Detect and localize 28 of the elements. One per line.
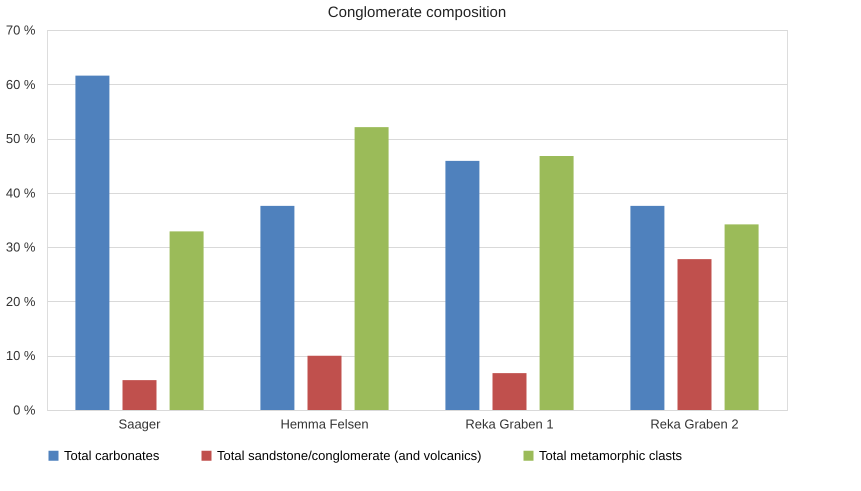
y-tick-label: 70 % [6, 22, 36, 38]
bar [445, 160, 480, 410]
x-tick-label: Reka Graben 1 [465, 416, 554, 432]
bar [122, 380, 156, 410]
y-tick-label: 10 % [6, 348, 36, 364]
y-tick-label: 50 % [6, 131, 36, 146]
bar [308, 356, 342, 410]
bar [492, 373, 526, 410]
x-tick-label: Reka Graben 2 [650, 416, 739, 432]
bar [260, 206, 294, 410]
bar [678, 259, 712, 410]
y-tick-label: 20 % [6, 294, 36, 309]
bar [540, 156, 574, 410]
legend-label: Total sandstone/conglomerate (and volcanics) [217, 448, 482, 463]
chart-title: Conglomerate composition [328, 4, 506, 21]
legend-label: Total metamorphic clasts [539, 448, 683, 463]
bar [630, 206, 664, 410]
x-tick-label: Hemma Felsen [280, 416, 369, 432]
bar [354, 127, 389, 410]
legend-label: Total carbonates [64, 448, 160, 463]
bar [170, 231, 204, 410]
y-tick-label: 0 % [13, 402, 36, 418]
y-tick-label: 30 % [6, 240, 36, 255]
bar [75, 76, 110, 410]
bar [724, 224, 759, 410]
y-tick-label: 40 % [6, 185, 36, 200]
y-tick-label: 60 % [6, 76, 36, 92]
x-tick-label: Saager [118, 416, 162, 432]
